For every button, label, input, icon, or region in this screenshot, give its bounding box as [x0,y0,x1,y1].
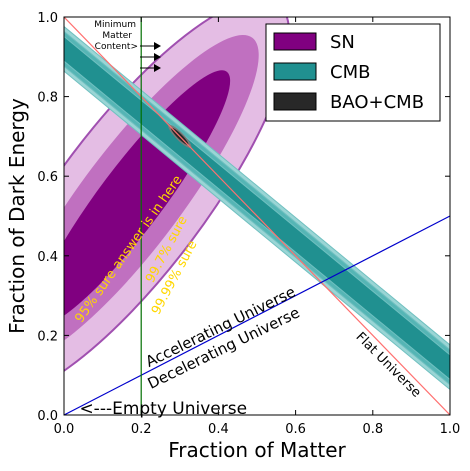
legend-label: CMB [330,62,370,83]
y-tick-label: 0.2 [37,329,58,344]
min-matter-line-3: Content> [95,42,138,52]
x-tick-label: 0.8 [362,422,383,437]
min-matter-line-1: Minimum [94,20,136,30]
x-tick-label: 1.0 [440,422,461,437]
min-matter-line-2: Matter [102,31,132,41]
legend-swatch [273,62,317,81]
x-tick-label: 0.6 [285,422,306,437]
min-matter-arrowhead-2 [154,64,161,72]
x-tick-label: 0.0 [54,422,75,437]
flat-universe-line [64,17,450,415]
plot-frame [63,16,451,416]
y-tick-label: 1.0 [37,11,58,26]
legend-swatch [273,92,317,111]
empty-universe-label: <---Empty Universe [79,399,247,419]
x-axis-label: Fraction of Matter [168,438,346,462]
y-tick-label: 0.6 [37,170,58,185]
reference-lines [64,17,450,415]
min-matter-arrowhead-1 [154,53,161,61]
legend-swatch [273,32,317,51]
cmb-band-2 [64,35,450,381]
y-tick-label: 0.0 [37,409,58,424]
y-tick-label: 0.8 [37,91,58,106]
legend-label: SN [330,32,355,53]
x-tick-label: 0.2 [131,422,152,437]
min-matter-arrowhead-0 [154,42,161,50]
y-axis-label: Fraction of Dark Energy [5,98,29,334]
axis-ticks: 0.0 0.2 0.4 0.6 0.8 1.0 0.0 0.2 0.4 0.6 0.8 1.0 [37,11,460,437]
plot-content [64,17,450,415]
legend-label: BAO+CMB [330,92,424,113]
x-tick-label: 0.4 [208,422,229,437]
legend-items: SN CMB BAO+CMB [273,32,424,113]
legend: SN CMB BAO+CMB [265,23,441,122]
y-tick-label: 0.4 [37,250,58,265]
acceleration-line [64,215,450,415]
